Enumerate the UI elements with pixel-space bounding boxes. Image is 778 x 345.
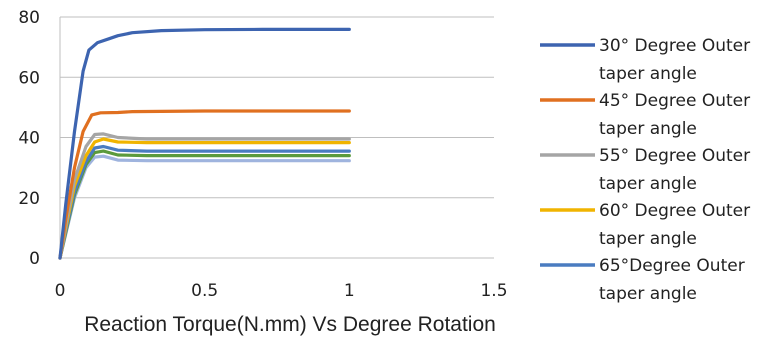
y-tick-label: 20 <box>18 189 40 209</box>
series-line-0 <box>58 27 351 260</box>
legend-label: 55° Degree Outer <box>599 146 750 166</box>
y-tick-label: 80 <box>18 8 40 28</box>
legend-label: taper angle <box>599 119 697 139</box>
chart-title: Reaction Torque(N.mm) Vs Degree Rotation <box>84 313 496 336</box>
series-line-5 <box>58 149 351 260</box>
y-tick-label: 60 <box>18 68 40 88</box>
y-tick-label: 0 <box>29 249 40 269</box>
series-line-1 <box>58 109 351 260</box>
x-tick-label: 0 <box>55 281 66 301</box>
legend-label: 65°Degree Outer <box>599 256 745 276</box>
y-tick-label: 40 <box>18 129 40 149</box>
legend-label: taper angle <box>599 64 697 84</box>
legend-label: taper angle <box>599 284 697 304</box>
series-line-4 <box>58 144 351 260</box>
legend-label: 60° Degree Outer <box>599 201 750 221</box>
x-tick-label: 1.5 <box>480 281 507 301</box>
legend-label: 30° Degree Outer <box>599 36 750 56</box>
legend-label: taper angle <box>599 229 697 249</box>
legend-label: 45° Degree Outer <box>599 91 750 111</box>
series-line-6 <box>58 154 351 260</box>
x-tick-label: 0.5 <box>191 281 218 301</box>
x-tick-label: 1 <box>344 281 355 301</box>
legend-label: taper angle <box>599 174 697 194</box>
